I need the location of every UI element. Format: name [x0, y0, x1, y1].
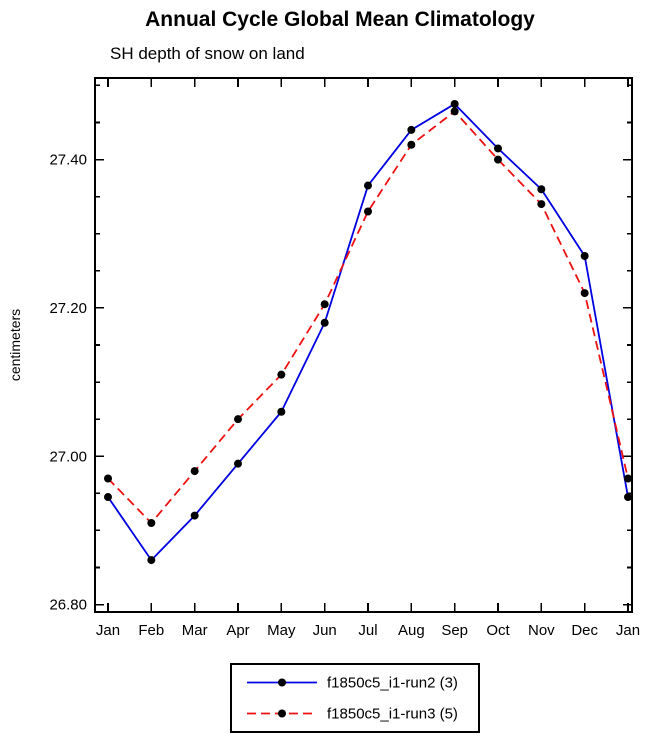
data-point-marker [364, 181, 372, 190]
y-tick-label: 27.20 [49, 300, 87, 317]
data-point-marker [537, 200, 546, 209]
legend: f1850c5_i1-run2 (3) f1850c5_i1-run3 (5) [230, 663, 480, 733]
x-tick-label: Jan [96, 622, 120, 639]
data-point-marker [450, 99, 459, 108]
y-tick-label: 27.00 [49, 448, 87, 465]
x-tick-label: Jul [358, 622, 377, 639]
data-point-marker [624, 493, 632, 502]
x-tick-label: Dec [571, 622, 598, 639]
series-line-2 [107, 110, 629, 524]
y-tick-label: 27.40 [49, 152, 87, 169]
data-point-marker [234, 459, 242, 468]
x-tick-label: Apr [226, 622, 249, 639]
data-point-marker [147, 556, 156, 565]
data-point-marker [580, 252, 589, 260]
legend-box [230, 663, 480, 733]
chart-title: Annual Cycle Global Mean Climatology [145, 8, 535, 31]
data-point-marker [494, 155, 502, 164]
x-tick-label: Jun [313, 622, 337, 639]
data-point-marker [104, 474, 112, 483]
data-point-marker [234, 415, 242, 424]
data-point-marker [624, 474, 632, 483]
plot-area: Jan Feb Mar Apr May Jun Jul Aug Sep Oct Nov Dec Jan 2… [49, 77, 640, 639]
y-axis-label: centimeters [7, 309, 23, 381]
chart-subtitle: SH depth of snow on land [110, 44, 305, 63]
data-point-marker [277, 407, 286, 416]
data-point-marker [320, 318, 329, 327]
legend-marker-icon [278, 709, 286, 718]
data-point-marker [320, 300, 329, 309]
data-point-marker [407, 140, 416, 149]
data-point-marker [450, 107, 459, 116]
x-tick-label: Aug [398, 622, 425, 639]
data-point-marker [277, 370, 286, 379]
data-point-marker [580, 289, 589, 298]
x-tick-label: Nov [528, 622, 555, 639]
x-tick-label: Oct [486, 622, 510, 639]
data-point-marker [407, 125, 416, 134]
data-point-marker [147, 519, 156, 527]
x-tick-label: Mar [182, 622, 208, 639]
x-tick-label: May [267, 622, 296, 639]
x-tick-label: Sep [441, 622, 468, 639]
x-tick-label: Jan [616, 622, 640, 639]
legend-label-2: f1850c5_i1-run3 (5) [327, 706, 458, 723]
data-point-marker [537, 185, 546, 194]
data-point-marker [190, 467, 199, 476]
legend-label-1: f1850c5_i1-run2 (3) [327, 675, 458, 692]
x-tick-label: Feb [138, 622, 164, 639]
series-line-1 [107, 103, 629, 561]
y-tick-label: 26.80 [49, 597, 87, 614]
data-point-marker [190, 511, 199, 520]
data-point-marker [494, 144, 502, 153]
data-point-marker [364, 207, 372, 216]
plot-frame [94, 77, 633, 613]
data-point-marker [104, 493, 112, 502]
legend-marker-icon [278, 678, 286, 687]
